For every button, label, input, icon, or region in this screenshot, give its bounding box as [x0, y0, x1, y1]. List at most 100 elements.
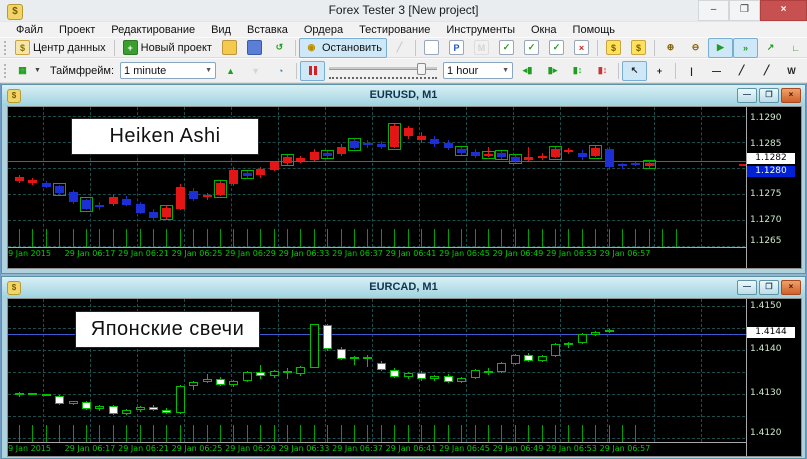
wave-tool-button[interactable]: W — [779, 61, 804, 81]
chart-close-button[interactable]: × — [781, 280, 801, 295]
candle — [162, 410, 171, 413]
time-tick — [113, 425, 114, 442]
crosshair-tool-button[interactable]: + — [647, 61, 672, 81]
task-failed-icon[interactable]: × — [569, 38, 594, 58]
deposit-money-icon[interactable]: $ — [601, 38, 626, 58]
line-chart-icon[interactable]: ↗ — [758, 38, 783, 58]
chart-minimize-button[interactable]: — — [737, 88, 757, 103]
tick-step-icon[interactable]: ▮↕ — [590, 61, 615, 81]
testing-speed-slider[interactable] — [329, 62, 438, 79]
menu-item-1[interactable]: Проект — [59, 23, 96, 36]
data-center-button[interactable]: $ Центр данных — [10, 38, 111, 58]
close-button[interactable]: × — [760, 0, 807, 21]
menu-item-3[interactable]: Вид — [211, 23, 231, 36]
maximize-button[interactable]: ❐ — [729, 0, 760, 21]
v-gridline — [466, 299, 467, 442]
jump-forward-candle-icon[interactable]: ▮↕ — [565, 61, 590, 81]
candle — [457, 149, 466, 153]
menu-item-5[interactable]: Ордера — [303, 23, 344, 36]
price-label: 1.1265 — [750, 236, 782, 246]
cursor-tool-button[interactable]: ↖ — [622, 60, 648, 81]
timeframe-up-button[interactable]: ▲ — [218, 61, 243, 81]
menu-item-2[interactable]: Редактирование — [111, 23, 196, 36]
time-tick — [582, 425, 583, 442]
scroll-to-end-icon[interactable]: » — [732, 37, 758, 58]
menu-item-8[interactable]: Окна — [530, 23, 557, 36]
note-pending-icon[interactable]: P — [444, 38, 469, 58]
auto-scroll-icon[interactable]: ▶ — [707, 37, 733, 58]
new-chart-dropdown[interactable]: ▦ ▼ — [10, 61, 46, 81]
time-tick — [367, 425, 368, 442]
toolbar-grip[interactable] — [4, 63, 6, 78]
menu-item-9[interactable]: Помощь — [572, 23, 616, 36]
time-tick — [341, 425, 342, 442]
h-gridline — [8, 306, 745, 307]
chart-window-titlebar[interactable]: $ EURCAD, M1 — ❐ × — [2, 277, 805, 298]
minimize-button[interactable]: – — [698, 0, 729, 21]
chevron-down-icon: ▼ — [34, 67, 41, 74]
candle — [296, 158, 305, 161]
step-chart-icon[interactable]: ∟ — [783, 38, 807, 58]
time-tick — [394, 425, 395, 442]
open-project-icon[interactable] — [217, 38, 242, 58]
menu-item-0[interactable]: Файл — [16, 23, 44, 36]
candle — [605, 330, 614, 332]
time-tick — [528, 425, 529, 442]
jump-interval-combo[interactable]: 1 hour ▼ — [443, 62, 514, 79]
candle — [82, 402, 91, 409]
time-tick — [19, 425, 20, 442]
time-tick — [300, 229, 301, 247]
step-back-candle-icon[interactable]: ◂▮ — [515, 61, 540, 81]
price-label: 1.1270 — [750, 215, 782, 225]
modify-project-icon[interactable]: ╱ — [387, 38, 412, 58]
task-complete-alt-icon[interactable]: ✓ — [519, 38, 544, 58]
menu-item-4[interactable]: Вставка — [246, 23, 288, 36]
time-tick — [166, 229, 167, 247]
horizontal-line-tool-button[interactable]: — — [704, 61, 729, 81]
time-tick — [475, 229, 476, 247]
task-complete-icon[interactable]: ✓ — [494, 38, 519, 58]
chart-plot-eurcad[interactable]: 29 Jan 2015 29 Jan 06:17 29 Jan 06:21 29 Ja… — [7, 298, 802, 457]
chart-restore-button[interactable]: ❐ — [759, 88, 779, 103]
trend-line-tool-button[interactable]: ╱ — [729, 61, 754, 81]
time-tick — [662, 229, 663, 247]
stop-button[interactable]: ◉ Остановить — [298, 37, 387, 58]
chart-close-button[interactable]: × — [781, 88, 801, 103]
vertical-line-tool-button[interactable]: | — [679, 61, 704, 81]
note-blank-icon[interactable] — [419, 38, 444, 58]
menu-item-6[interactable]: Тестирование — [359, 23, 431, 36]
menu-item-7[interactable]: Инструменты — [446, 23, 515, 36]
zoom-in-icon[interactable]: ⊕ — [658, 38, 683, 58]
chart-plot-eurusd[interactable]: 29 Jan 2015 29 Jan 06:17 29 Jan 06:21 29 Ja… — [7, 106, 802, 269]
timeframe-down-button[interactable]: ▼ — [243, 61, 268, 81]
timeframe-combo-value: 1 minute — [124, 64, 167, 77]
new-project-button[interactable]: + Новый проект — [118, 38, 217, 58]
candle — [350, 357, 359, 359]
candle — [42, 394, 51, 396]
time-tick — [287, 229, 288, 247]
time-label: 29 Jan 06:57 — [599, 249, 651, 258]
withdraw-money-icon[interactable]: $ — [626, 38, 651, 58]
toolbar-grip[interactable] — [4, 40, 6, 55]
note-m-icon[interactable]: M — [469, 38, 494, 58]
candle — [310, 152, 319, 160]
slider-thumb[interactable] — [417, 62, 427, 75]
zoom-out-icon[interactable]: ⊖ — [683, 38, 708, 58]
pause-button[interactable] — [300, 60, 326, 81]
time-zone-icon[interactable]: ◔ — [268, 61, 293, 81]
ray-tool-button[interactable]: ╱ — [754, 61, 779, 81]
chart-window-titlebar[interactable]: $ EURUSD, M1 — ❐ × — [2, 85, 805, 106]
chart-restore-button[interactable]: ❐ — [759, 280, 779, 295]
candle — [444, 143, 453, 148]
candle — [55, 186, 64, 193]
save-project-icon[interactable] — [242, 38, 267, 58]
time-tick — [582, 229, 583, 247]
timeframe-combo[interactable]: 1 minute ▼ — [120, 62, 217, 79]
v-gridline — [419, 107, 420, 247]
step-forward-candle-icon[interactable]: ▮▸ — [540, 61, 565, 81]
task-verified-icon[interactable]: ✓ — [544, 38, 569, 58]
time-tick — [59, 229, 60, 247]
chart-minimize-button[interactable]: — — [737, 280, 757, 295]
restart-test-icon[interactable]: ↺ — [267, 38, 292, 58]
time-tick — [448, 229, 449, 247]
